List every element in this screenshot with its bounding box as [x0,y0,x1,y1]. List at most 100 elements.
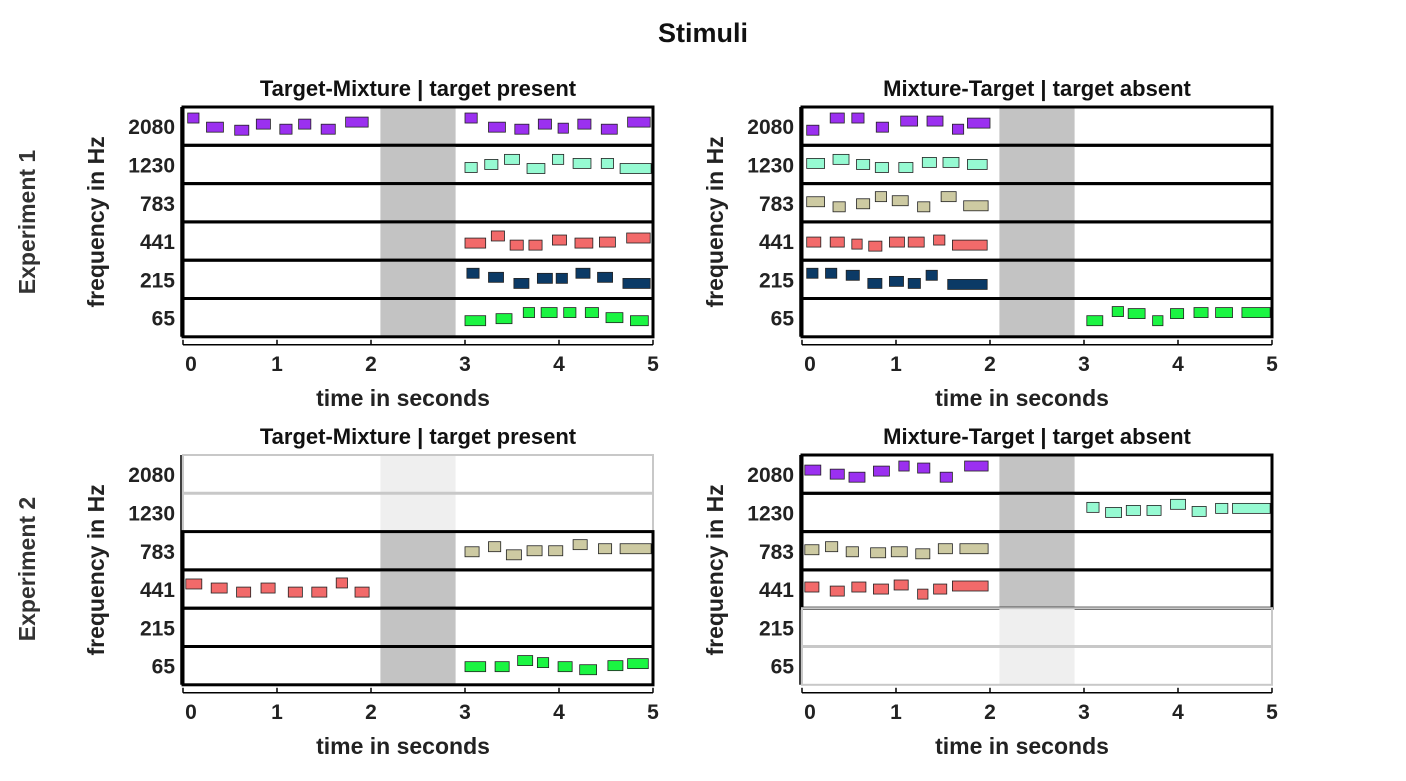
x-tick-label: 2 [365,701,377,724]
gap-shade [999,531,1075,570]
band-label-215: 215 [140,269,175,292]
band-label-65: 65 [152,308,176,331]
x-tick-label: 5 [1266,353,1278,376]
tone-441 [873,583,889,595]
x-tick-label: 1 [890,353,902,376]
tone-1230 [1215,502,1229,514]
gap-shade [380,493,456,532]
tone-65 [1170,308,1185,319]
tone-215 [575,267,591,279]
band-label-783: 783 [759,541,794,564]
tone-65 [1152,315,1164,327]
tone-783 [940,191,957,203]
tone-441 [599,236,616,248]
tone-1230 [526,163,546,174]
tone-65 [494,661,510,673]
tone-2080 [900,115,919,127]
tone-783 [806,196,825,208]
gap-shade [999,455,1075,494]
band-1230 [800,143,1274,186]
tone-2080 [206,121,224,133]
tone-2080 [806,124,820,136]
x-tick-label: 0 [804,701,816,724]
tone-2080 [279,123,293,135]
tone-65 [1086,315,1104,327]
tone-783 [856,198,871,210]
tone-65 [540,307,558,318]
x-axis-label: time in seconds [935,733,1109,759]
x-tick-label: 4 [553,701,565,724]
band-65 [181,645,655,687]
tone-215 [466,267,480,279]
tone-783 [804,544,820,556]
tone-1230 [967,159,988,170]
tone-783 [526,545,543,557]
row-label-experiment-2: Experiment 2 [14,497,40,641]
tone-783 [505,549,522,561]
band-2080 [181,105,655,147]
gap-shade [380,260,456,299]
tone-2080 [345,116,369,128]
gap-shade [999,298,1075,337]
tone-441 [952,239,988,251]
tone-215 [925,269,938,281]
panel-1: Target-Mixture | target present208012307… [83,76,659,411]
band-label-1230: 1230 [747,154,794,177]
x-tick-label: 1 [271,701,283,724]
tone-441 [490,230,505,242]
tone-2080 [488,121,506,133]
tone-2080 [939,471,953,483]
tone-441 [210,582,228,594]
tone-783 [825,541,839,553]
tone-215 [947,279,988,290]
x-axis-label: time in seconds [316,385,490,411]
band-label-215: 215 [759,617,794,640]
tone-441 [868,240,883,252]
y-axis-label: frequency in Hz [702,136,728,307]
tone-2080 [320,123,336,135]
x-tick-label: 5 [647,353,659,376]
tone-2080 [917,462,931,474]
gap-shade [999,608,1075,647]
tone-441 [806,236,822,248]
tone-215 [622,278,651,289]
tone-1230 [1232,502,1271,514]
band-label-2080: 2080 [747,116,794,139]
gap-shade [380,221,456,261]
band-label-783: 783 [140,193,175,216]
gap-shade [380,569,456,609]
band-label-441: 441 [759,579,794,602]
tone-2080 [952,123,965,135]
tone-441 [851,581,867,593]
tone-1230 [484,159,499,170]
tone-2080 [577,118,592,130]
tone-2080 [873,465,890,477]
tone-1230 [832,153,850,165]
band-border-65 [181,297,655,339]
tone-65 [1111,306,1124,317]
gap-shade [999,493,1075,532]
gap-shade [380,608,456,647]
tone-1230 [552,153,565,165]
tone-783 [488,541,502,553]
panel-3: Target-Mixture | target present208012307… [83,424,659,759]
tone-2080 [829,112,845,124]
tone-2080 [187,112,200,124]
tone-2080 [298,118,312,130]
tone-2080 [804,464,822,476]
tone-215 [845,269,860,281]
tone-215 [867,278,883,289]
x-tick-label: 0 [185,353,197,376]
band-label-2080: 2080 [128,464,175,487]
tone-65 [464,315,487,327]
tone-2080 [557,122,569,134]
x-tick-label: 4 [1172,353,1184,376]
tone-441 [311,586,328,598]
x-axis-label: time in seconds [316,733,490,759]
tone-441 [933,234,946,246]
tone-1230 [600,158,614,169]
panel-title: Mixture-Target | target absent [883,76,1191,101]
tone-783 [917,201,931,213]
tone-783 [548,545,564,557]
x-tick-label: 5 [1266,701,1278,724]
